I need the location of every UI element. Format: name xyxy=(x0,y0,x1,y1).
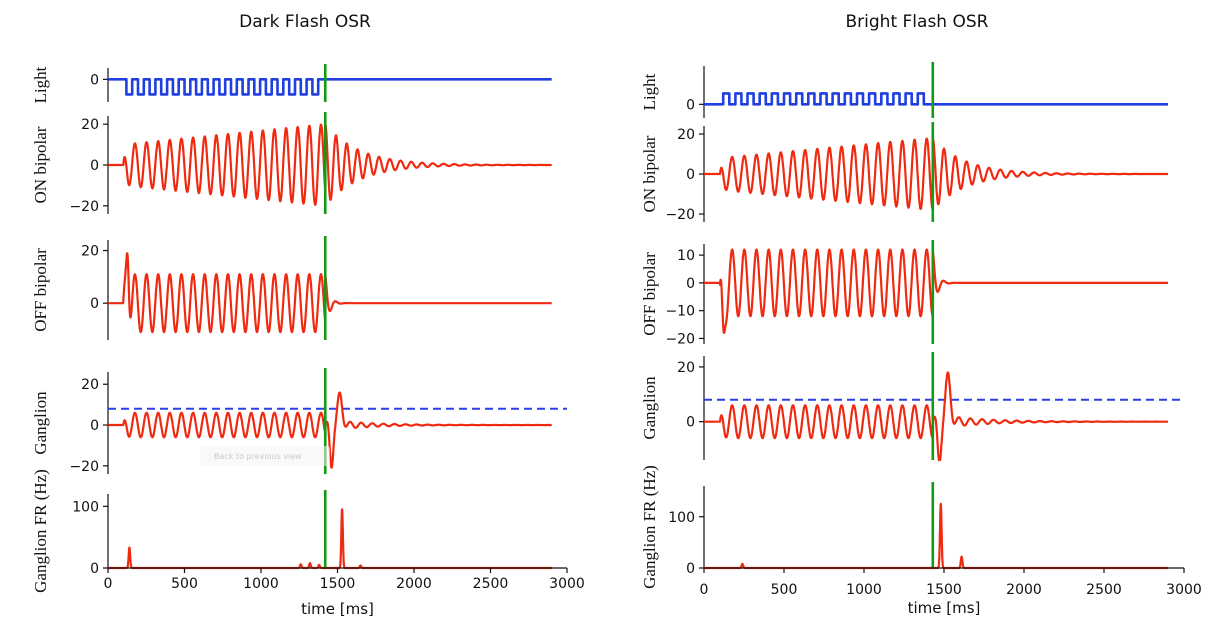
left-x-tick-label: 0 xyxy=(104,576,113,592)
right-panel-4: 0 100 Ganglion FR (Hz) xyxy=(640,465,1169,589)
left-x-tick-label: 2500 xyxy=(473,576,509,592)
right-panel-4-y-label: Ganglion FR (Hz) xyxy=(640,465,659,589)
right-panel-1-y-tick-label: −20 xyxy=(665,207,695,223)
left-x-tick-label: 1500 xyxy=(320,576,356,592)
right-panel-0-y-label: Light xyxy=(640,73,659,110)
left-panel-2-y-label: OFF bipolar xyxy=(31,248,50,332)
right-panel-0-y-tick-label: 0 xyxy=(686,97,695,113)
tooltip-text: Back to previous view xyxy=(214,452,302,461)
left-panel-0-series-line xyxy=(107,78,553,96)
left-panel-3-y-tick-label: −20 xyxy=(69,459,99,475)
right-panel-4-series-line xyxy=(703,502,1169,570)
left-panel-4-y-label: Ganglion FR (Hz) xyxy=(31,469,50,593)
left-panel-1-y-tick-label: 20 xyxy=(81,117,99,133)
right-panel-2: −20 −10 0 10 OFF bipolar xyxy=(640,240,1169,347)
left-x-tick-label: 3000 xyxy=(549,576,585,592)
left-panel-3-y-tick-label: 20 xyxy=(81,377,99,393)
left-panel-2-y-tick-label: 0 xyxy=(90,296,99,312)
right-panel-4-y-tick-label: 0 xyxy=(686,561,695,577)
right-x-tick-label: 3000 xyxy=(1166,582,1202,598)
right-panel-2-y-tick-label: −20 xyxy=(665,331,695,347)
right-panel-1-y-tick-label: 20 xyxy=(677,127,695,143)
left-panel-3-y-tick-label: 0 xyxy=(90,418,99,434)
left-x-tick-label: 2000 xyxy=(396,576,432,592)
right-panel-1-series-line xyxy=(703,137,1169,212)
left-panel-1: −20 0 20 ON bipolar xyxy=(31,112,553,215)
right-chart-title: Bright Flash OSR xyxy=(846,12,989,32)
right-panel-1-y-label: ON bipolar xyxy=(640,135,659,212)
left-panel-4-y-tick-label: 100 xyxy=(72,499,99,515)
right-x-axis-group: 0 500 1000 1500 2000 2500 3000 time [ms] xyxy=(700,567,1202,617)
right-panel-4-y-tick-label: 100 xyxy=(668,510,695,526)
left-panel-2-y-tick-label: 20 xyxy=(81,244,99,260)
left-panel-0: 0 Light xyxy=(31,64,553,103)
left-panel-4: 0 100 Ganglion FR (Hz) xyxy=(31,469,553,593)
right-panel-3-y-label: Ganglion xyxy=(640,376,659,440)
right-panel-0-series-line xyxy=(703,92,1169,106)
left-panel-0-y-label: Light xyxy=(31,66,50,103)
right-panel-2-y-tick-label: 10 xyxy=(677,248,695,264)
left-panel-2-series-line xyxy=(107,252,553,334)
left-x-tick-label: 500 xyxy=(171,576,198,592)
left-panel-0-y-tick-label: 0 xyxy=(90,72,99,88)
right-panel-3-y-tick-label: 0 xyxy=(686,415,695,431)
right-panel-3: 0 20 Ganglion xyxy=(640,352,1184,462)
right-panel-2-y-label: OFF bipolar xyxy=(640,252,659,336)
right-panel-3-series-line xyxy=(703,371,1169,462)
left-panel-3-y-label: Ganglion xyxy=(31,391,50,455)
left-panel-4-series-line xyxy=(107,508,553,570)
right-x-tick-label: 1000 xyxy=(846,582,882,598)
right-panel-2-series-line xyxy=(703,248,1169,334)
right-panel-2-y-tick-label: −10 xyxy=(665,304,695,320)
left-x-axis-label: time [ms] xyxy=(301,600,374,618)
right-x-tick-label: 500 xyxy=(771,582,798,598)
left-panel-1-series-line xyxy=(107,123,553,206)
right-panel-3-y-tick-label: 20 xyxy=(677,360,695,376)
left-panel-1-y-tick-label: −20 xyxy=(69,199,99,215)
left-x-axis-group: 0 500 1000 1500 2000 2500 3000 time [ms] xyxy=(104,567,585,618)
left-x-tick-label: 1000 xyxy=(243,576,279,592)
right-panel-1-y-tick-label: 0 xyxy=(686,167,695,183)
left-panel-1-y-tick-label: 0 xyxy=(90,158,99,174)
right-x-tick-label: 2000 xyxy=(1006,582,1042,598)
left-chart-title: Dark Flash OSR xyxy=(239,12,371,32)
right-x-tick-label: 2500 xyxy=(1086,582,1122,598)
tooltip-box xyxy=(200,446,330,466)
left-panel-4-y-tick-label: 0 xyxy=(90,561,99,577)
left-panel-3: −20 0 20 Ganglion xyxy=(31,368,567,475)
right-x-axis-label: time [ms] xyxy=(908,599,981,617)
right-panel-2-y-tick-label: 0 xyxy=(686,276,695,292)
right-panel-1: −20 0 20 ON bipolar xyxy=(640,122,1169,223)
right-x-tick-label: 1500 xyxy=(926,582,962,598)
right-chart: 0 Light −20 0 20 ON bipolar −20 −10 0 10 OFF bipol… xyxy=(640,62,1202,617)
left-panel-2: 0 20 OFF bipolar xyxy=(31,236,553,340)
tooltip: Back to previous view xyxy=(200,446,330,466)
right-x-tick-label: 0 xyxy=(700,582,709,598)
left-panel-1-y-label: ON bipolar xyxy=(31,126,50,203)
right-panel-0: 0 Light xyxy=(640,62,1169,118)
